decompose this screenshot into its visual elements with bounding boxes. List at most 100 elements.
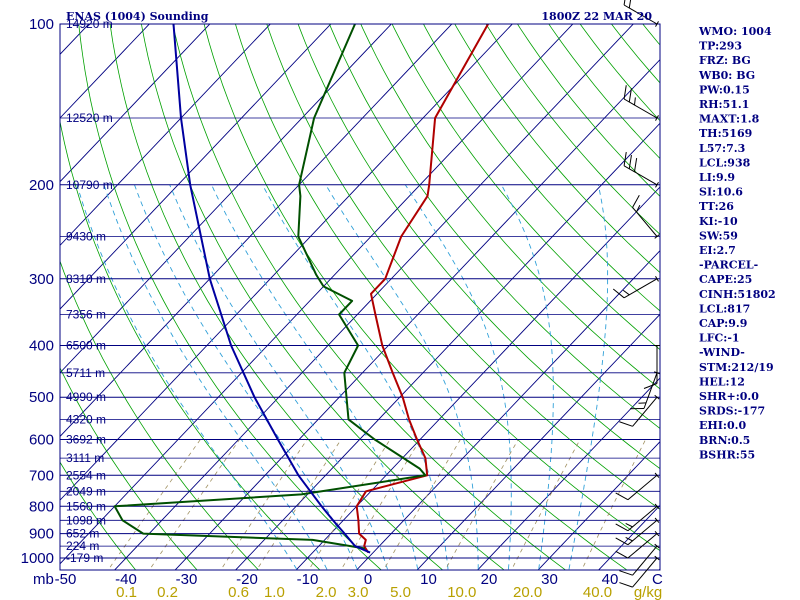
height-label: 8310 m — [66, 272, 106, 286]
height-label: 3111 m — [66, 451, 104, 465]
wind-barb-flag — [615, 537, 629, 546]
index-item: PW:0.15 — [699, 83, 750, 96]
mixing-ratio-label: 2.0 — [316, 584, 337, 600]
moist-adiabat — [211, 184, 419, 570]
temperature-tick-label: -20 — [236, 571, 258, 588]
wind-barb — [630, 371, 660, 410]
moist-adiabat — [76, 184, 298, 570]
height-label: 6500 m — [66, 339, 106, 353]
index-item: EHI:0.0 — [699, 419, 746, 432]
dry-adiabat — [60, 119, 321, 570]
wind-barb-base — [655, 115, 659, 121]
isotherm-line — [60, 24, 211, 183]
wind-barb-shaft — [623, 278, 658, 299]
temperature-tick-label: -30 — [176, 571, 198, 588]
mixing-ratio-label: 5.0 — [390, 584, 411, 600]
mixing-ratio-label: 0.1 — [116, 584, 137, 600]
index-item: TH:5169 — [699, 127, 752, 140]
wind-barb-base — [654, 472, 660, 478]
temperature-tick-label: 40 — [602, 571, 619, 588]
temperature-tick-label: -10 — [297, 571, 319, 588]
dry-adiabat — [109, 24, 444, 570]
index-item: SW:59 — [699, 229, 738, 242]
height-label: -179 m — [66, 551, 103, 565]
wind-barb — [623, 85, 659, 121]
index-item: TP:293 — [699, 40, 742, 53]
dry-adiabat — [485, 24, 660, 235]
isotherm-line — [60, 24, 271, 247]
dry-adiabat — [579, 24, 660, 122]
wind-barb-base — [654, 503, 660, 509]
wind-barb-flag — [615, 492, 629, 501]
index-item: LCL:938 — [699, 156, 751, 169]
wind-barb-flag — [632, 194, 640, 208]
wind-barb-flag — [628, 88, 632, 103]
background-lines — [60, 24, 660, 570]
dry-adiabat — [60, 367, 198, 570]
wind-barb-flag — [619, 582, 633, 588]
wind-barb-flag — [615, 523, 629, 532]
wind-barb — [615, 530, 660, 559]
mixing-ratio-line — [383, 439, 461, 570]
pressure-label: 600 — [29, 432, 54, 449]
height-label: 10790 m — [66, 178, 113, 192]
dry-adiabat — [141, 24, 505, 570]
index-item: CINH:51802 — [699, 288, 776, 301]
wind-barbs — [612, 0, 660, 588]
wind-barb-shaft — [627, 519, 658, 546]
isotherm-line — [476, 377, 660, 570]
wind-barb-shaft — [627, 533, 658, 559]
valid-time: 1800Z 22 MAR 20 — [541, 10, 652, 23]
dry-adiabat — [266, 24, 660, 510]
mixing-ratio-label: 40.0 — [583, 584, 612, 600]
dry-adiabat — [454, 24, 660, 274]
moist-adiabat — [501, 184, 554, 570]
isotherm-line — [60, 24, 513, 501]
wind-barb — [643, 345, 660, 389]
dry-adiabat — [423, 24, 660, 312]
mixing-ratio-label: 20.0 — [513, 584, 542, 600]
wind-barb-shaft — [632, 545, 658, 576]
wind-barb-half-flag — [622, 289, 630, 296]
wind-barb-shaft — [623, 4, 658, 25]
height-label: 2049 m — [66, 484, 106, 498]
height-label: 12520 m — [66, 111, 113, 125]
temperature-tick-label: 0 — [364, 571, 372, 588]
wind-barb-base — [654, 517, 660, 523]
pressure-label: 500 — [29, 389, 54, 406]
index-item: KI:-10 — [699, 215, 738, 228]
pressure-label: 100 — [29, 16, 54, 33]
wind-barb-base — [654, 555, 660, 561]
mixing-ratio-unit-label: g/kg — [634, 584, 662, 600]
mixing-ratio-line — [308, 439, 391, 570]
dry-adiabat — [203, 24, 628, 570]
parcel-trace — [172, 24, 371, 554]
height-label: 4320 m — [66, 412, 106, 426]
mixing-ratio-label: 10.0 — [447, 584, 476, 600]
wind-barb-flag — [633, 157, 638, 172]
wind-barb-flag — [623, 0, 627, 6]
height-label: 14920 m — [66, 17, 113, 31]
isotherm-line — [295, 186, 660, 570]
index-item: CAP:9.9 — [699, 317, 747, 330]
wind-barb-shaft — [632, 396, 658, 427]
isotherm-line — [60, 24, 332, 310]
wind-barb — [615, 503, 660, 532]
plot-frame — [59, 23, 661, 571]
pressure-label: 700 — [29, 467, 54, 484]
mixing-ratio-label: 0.6 — [228, 584, 249, 600]
wind-barb-flag — [643, 383, 658, 389]
index-item: LCL:817 — [699, 302, 750, 315]
wind-barb-base — [654, 530, 660, 537]
wind-barb — [619, 543, 660, 576]
height-label: 1098 m — [66, 513, 106, 527]
dry-adiabat — [60, 260, 260, 570]
wind-barb — [623, 0, 659, 27]
pressure-label: 900 — [29, 526, 54, 543]
wind-barb-shaft — [623, 165, 658, 186]
isotherm-line — [60, 24, 150, 119]
wind-barb — [615, 472, 660, 501]
